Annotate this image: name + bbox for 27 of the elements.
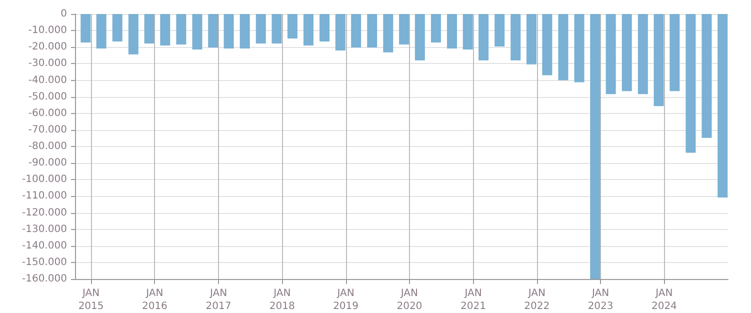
y-tick-label: -130.000 (22, 224, 67, 235)
x-tick-label: JAN 2017 (206, 288, 232, 312)
x-tick-label: JAN 2022 (524, 288, 550, 312)
x-tick-label: JAN 2019 (333, 288, 359, 312)
y-tick-label: -140.000 (22, 240, 67, 252)
y-tick-label: -10.000 (28, 25, 67, 36)
y-tick-label: -70.000 (28, 124, 67, 136)
y-tick-label: -60.000 (28, 108, 67, 119)
y-tick-label: -80.000 (28, 141, 67, 152)
y-tick-label: 0 (60, 8, 67, 20)
x-tick-label: JAN 2021 (460, 288, 486, 312)
y-tick-label: -30.000 (28, 58, 67, 70)
y-tick-label: -20.000 (28, 42, 67, 53)
x-tick-label: JAN 2015 (78, 288, 104, 312)
y-tick-label: -50.000 (28, 91, 67, 102)
x-tick-label: JAN 2020 (396, 288, 422, 312)
x-tick-label: JAN 2018 (269, 288, 295, 312)
y-tick-label: -100.000 (22, 174, 67, 186)
y-tick-label: -90.000 (28, 158, 67, 169)
y-tick-label: -160.000 (22, 274, 67, 284)
y-tick-label: -120.000 (22, 207, 67, 218)
x-tick-label: JAN 2023 (588, 288, 614, 312)
x-tick-label: JAN 2024 (651, 288, 677, 312)
y-tick-label: -150.000 (22, 256, 67, 268)
y-tick-label: -110.000 (22, 190, 67, 202)
x-tick-label: JAN 2016 (142, 288, 168, 312)
y-tick-label: -40.000 (28, 74, 67, 86)
